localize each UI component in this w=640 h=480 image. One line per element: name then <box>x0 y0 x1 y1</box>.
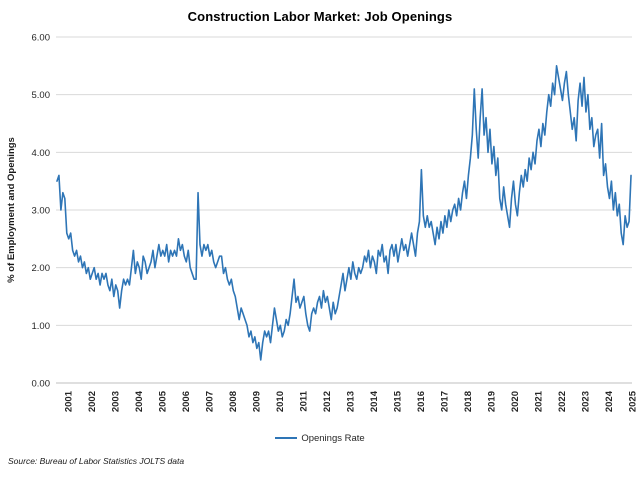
legend-line-swatch <box>275 437 298 439</box>
x-tick-label: 2020 <box>510 391 521 412</box>
x-tick-label: 2009 <box>251 391 262 412</box>
x-tick-label: 2001 <box>63 390 74 412</box>
x-tick-label: 2017 <box>439 391 450 412</box>
x-tick-label: 2010 <box>275 391 286 412</box>
x-tick-label: 2022 <box>557 391 568 412</box>
x-tick-label: 2011 <box>298 390 309 411</box>
x-tick-label: 2002 <box>87 391 98 412</box>
x-tick-label: 2016 <box>416 391 427 412</box>
legend: Openings Rate <box>0 430 640 446</box>
x-tick-label: 2019 <box>486 391 497 412</box>
legend-label: Openings Rate <box>301 432 365 444</box>
source-note: Source: Bureau of Labor Statistics JOLTS… <box>8 456 185 466</box>
x-tick-label: 2015 <box>392 390 403 412</box>
x-tick-label: 2008 <box>228 391 239 412</box>
y-tick-label: 1.00 <box>32 321 51 332</box>
y-tick-label: 0.00 <box>32 379 51 390</box>
y-tick-label: 4.00 <box>32 148 51 159</box>
x-tick-label: 2018 <box>463 391 474 412</box>
y-tick-label: 6.00 <box>32 33 51 44</box>
x-tick-label: 2005 <box>157 390 168 412</box>
x-tick-label: 2006 <box>181 391 192 412</box>
x-tick-label: 2013 <box>345 391 356 412</box>
x-tick-label: 2003 <box>110 391 121 412</box>
y-tick-label: 3.00 <box>32 206 51 217</box>
x-tick-label: 2021 <box>533 390 544 412</box>
x-tick-label: 2007 <box>204 391 215 412</box>
x-tick-label: 2004 <box>134 390 145 412</box>
x-tick-label: 2012 <box>322 391 333 412</box>
x-tick-label: 2024 <box>604 390 615 412</box>
x-tick-label: 2025 <box>628 390 639 412</box>
x-tick-label: 2023 <box>580 391 591 412</box>
y-tick-label: 2.00 <box>32 263 51 274</box>
openings-rate-line <box>56 65 632 361</box>
x-tick-label: 2014 <box>369 390 380 412</box>
y-tick-label: 5.00 <box>32 90 51 101</box>
chart-title: Construction Labor Market: Job Openings <box>187 9 453 24</box>
